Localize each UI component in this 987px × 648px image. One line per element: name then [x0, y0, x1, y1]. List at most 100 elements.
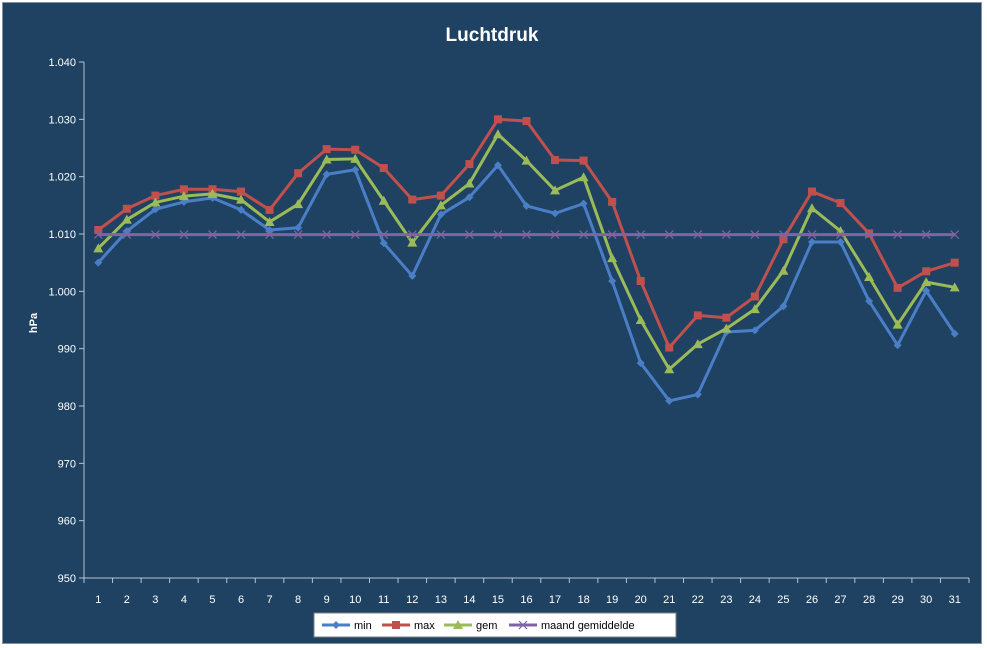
data-point [264, 216, 275, 226]
data-point [465, 193, 474, 202]
data-point [921, 277, 932, 287]
axes: 950 960 970 980 990 1.000 1.010 1.020 1.030 1.040… [48, 57, 970, 606]
series-line [97, 132, 955, 371]
data-point [807, 187, 816, 196]
y-tick-label: 1.000 [48, 286, 76, 298]
y-tick-label: 1.040 [48, 57, 76, 69]
data-point [836, 238, 845, 247]
data-point [607, 253, 618, 263]
data-point-stroke [836, 230, 845, 239]
x-tick-label: 16 [520, 594, 532, 606]
legend: min max gem maand gemiddelde [313, 612, 677, 638]
data-point [579, 199, 588, 208]
y-tick-label: 1.030 [48, 114, 76, 126]
data-point [693, 311, 702, 320]
data-point [779, 230, 788, 239]
data-point [607, 230, 617, 239]
x-tick-label: 10 [349, 594, 361, 606]
y-axis-title: hPa [28, 312, 40, 333]
data-point [350, 153, 361, 163]
data-point [407, 237, 418, 247]
chart-title: Luchtdruk [446, 25, 539, 46]
data-point-stroke [122, 230, 132, 239]
x-tick-label: 4 [181, 594, 187, 606]
data-point [322, 230, 332, 239]
data-point [93, 230, 103, 239]
data-point-stroke [322, 230, 332, 239]
data-point [893, 341, 902, 350]
data-point [865, 297, 874, 306]
data-point [749, 304, 760, 314]
data-point [665, 396, 674, 405]
series-layer [93, 115, 960, 405]
x-tick-label: 15 [492, 594, 504, 606]
data-point [237, 187, 246, 196]
data-point [293, 230, 303, 239]
series-max [94, 115, 959, 352]
data-point [237, 205, 246, 214]
data-point [179, 230, 189, 239]
data-point [436, 210, 445, 219]
x-tick-label: 28 [863, 594, 875, 606]
data-point [265, 205, 274, 214]
data-point-stroke [664, 230, 674, 239]
data-point [665, 343, 674, 352]
x-tick-label: 9 [324, 594, 330, 606]
data-point [636, 277, 645, 286]
x-tick-label: 3 [152, 594, 158, 606]
data-point [522, 117, 531, 126]
x-tick-label: 17 [549, 594, 561, 606]
data-point [407, 230, 417, 239]
series-maand-gemiddelde [93, 230, 960, 239]
data-point-stroke [779, 230, 788, 239]
data-point-stroke [522, 230, 531, 239]
data-point [294, 223, 303, 232]
y-tick-label: 1.020 [48, 172, 76, 184]
data-point [465, 160, 474, 169]
data-point [408, 271, 417, 280]
data-point [493, 161, 502, 170]
data-point [236, 194, 247, 204]
data-point-stroke [579, 230, 589, 239]
data-point [521, 155, 532, 165]
data-point [493, 230, 503, 239]
data-point-stroke [807, 230, 817, 239]
data-point [435, 200, 446, 210]
y-tick-label: 980 [58, 401, 76, 413]
data-point [550, 185, 561, 195]
data-point [436, 191, 445, 200]
legend-label: maand gemiddelde [541, 620, 635, 632]
data-point [636, 359, 645, 367]
data-point-stroke [350, 230, 360, 239]
data-point [864, 272, 875, 281]
data-point [208, 230, 217, 239]
x-tick-label: 27 [834, 594, 846, 606]
data-point [750, 292, 759, 301]
data-point [94, 258, 103, 267]
data-point [464, 230, 474, 239]
data-point [721, 323, 732, 333]
x-tick-label: 19 [606, 594, 618, 606]
data-point [721, 230, 731, 239]
y-tick-label: 960 [58, 516, 76, 528]
x-tick-label: 23 [720, 594, 732, 606]
x-tick-label: 8 [295, 594, 301, 606]
x-tick-label: 22 [692, 594, 704, 606]
data-point-stroke [893, 230, 903, 239]
data-point-stroke [208, 230, 217, 239]
data-point [893, 283, 902, 292]
data-point [950, 329, 959, 338]
data-point-stroke [750, 230, 760, 239]
legend-label: max [414, 620, 435, 632]
data-point [522, 201, 531, 210]
data-point [379, 230, 389, 239]
x-tick-label: 24 [749, 594, 761, 606]
data-point-stroke [607, 230, 617, 239]
data-point [922, 286, 931, 295]
data-point [93, 243, 104, 253]
data-point [518, 620, 528, 630]
data-point [551, 156, 560, 165]
data-point [664, 230, 674, 239]
x-tick-label: 13 [435, 594, 447, 606]
